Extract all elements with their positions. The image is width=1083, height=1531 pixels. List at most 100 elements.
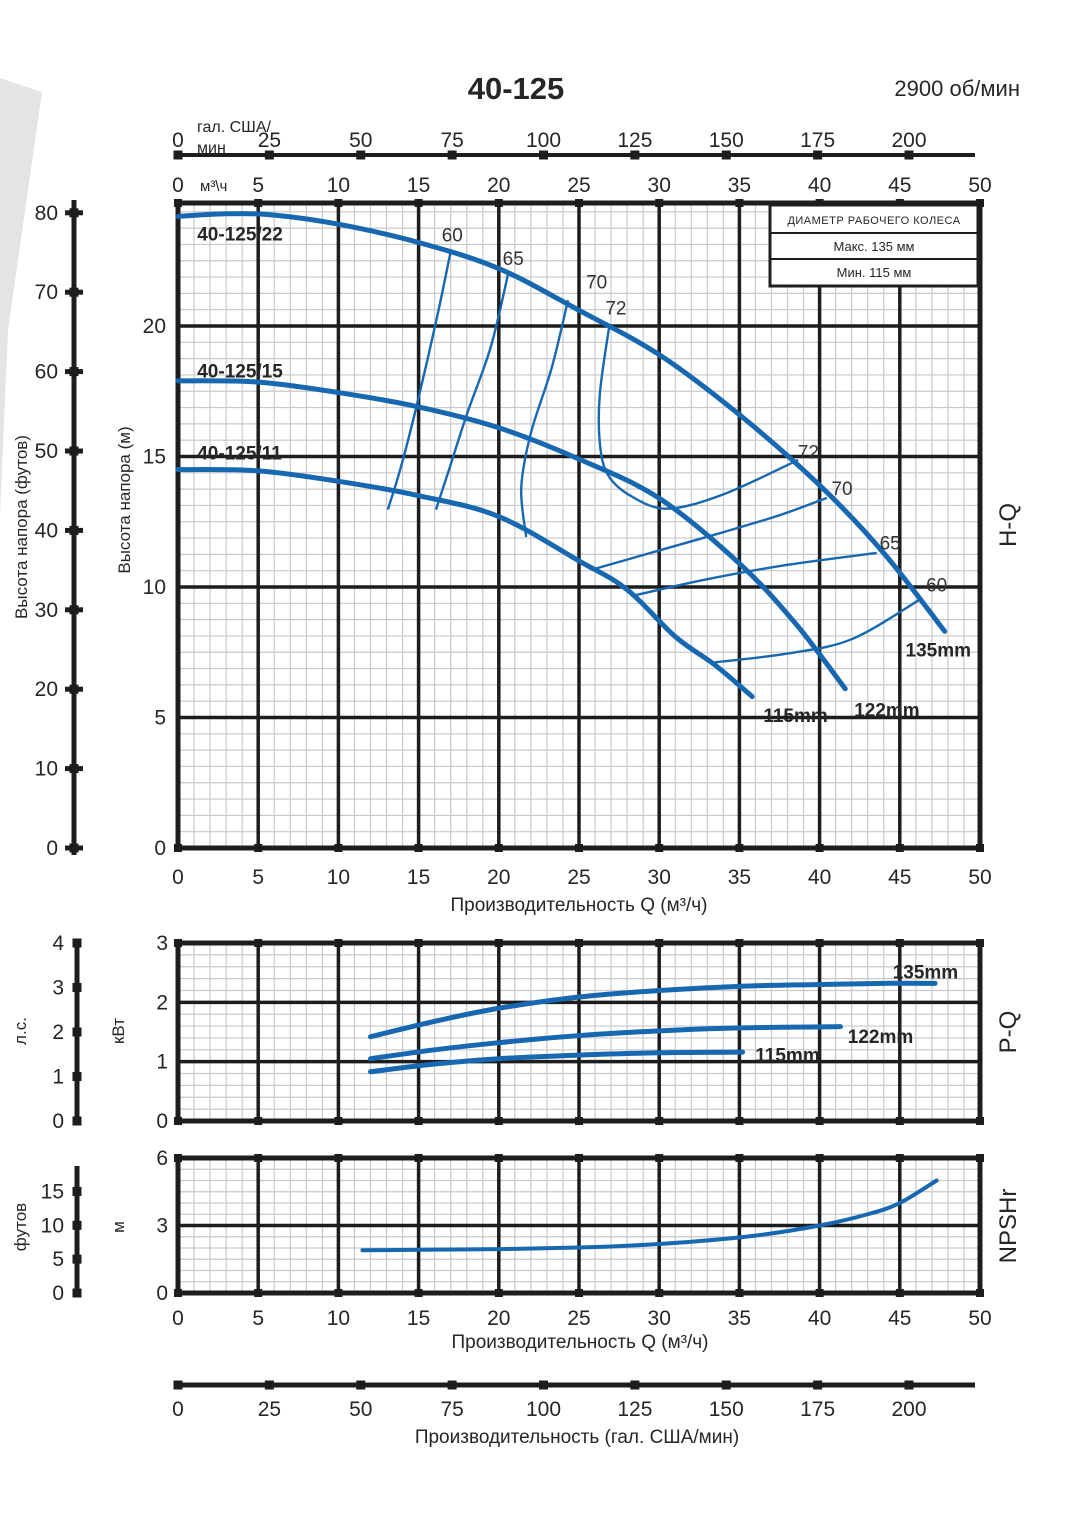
gal-bottom-tick [173,1380,183,1390]
npsh-x-tick-label: 30 [648,1307,671,1330]
impeller-box-title: ДИАМЕТР РАБОЧЕГО КОЛЕСА [787,215,960,227]
pq-hp-tick-label: 2 [52,1021,64,1044]
border-tick [174,1289,182,1297]
hq-m-axis-title: Высота напора (м) [115,426,134,573]
m3h-header-tick-label: 15 [407,174,430,197]
border-tick [575,1154,583,1162]
pq-hp-tick-dot [72,1027,82,1037]
efficiency-label: 70 [831,479,852,500]
m3h-header-tick-label: 35 [728,174,751,197]
gal-top-tick-label: 0 [172,129,184,152]
m3h-header-tick-label: 45 [888,174,911,197]
gal-unit-line1: гал. США/ [197,119,272,136]
border-tick [334,939,343,947]
efficiency-line [386,250,452,510]
hq-feet-tick-dot [69,684,79,694]
border-tick [735,1154,744,1162]
npsh-x-axis-title: Производительность Q (м³/ч) [452,1332,709,1353]
rpm-label: 2900 об/мин [894,76,1020,101]
gal-bottom-tick [721,1380,731,1390]
gal-top-tick [630,150,640,160]
hq-x-tick-label: 10 [327,866,350,889]
hq-feet-tick-dot [69,446,79,456]
gal-top-tick-label: 175 [800,129,835,152]
border-tick [494,1289,503,1297]
m3h-header-tick-label: 10 [327,174,350,197]
gal-top-tick [356,150,366,160]
border-tick [735,1117,744,1125]
m3h-header-tick-label: 25 [567,174,590,197]
border-tick [174,1154,182,1162]
hq-feet-tick-label: 70 [35,281,58,304]
border-tick [254,199,263,207]
gal-top-tick [539,150,548,160]
impeller-diameter-box: ДИАМЕТР РАБОЧЕГО КОЛЕСА Макс. 135 мм Мин… [768,203,980,288]
hq-feet-tick-dot [69,287,79,297]
border-tick [494,844,503,852]
gal-bottom-tick-label: 0 [172,1398,184,1421]
curve-label: 115mm [755,1046,819,1067]
hq-feet-tick-dot [69,525,79,535]
border-tick [575,1289,583,1297]
border-tick [976,1117,984,1125]
efficiency-label: 65 [880,534,901,555]
gal-bottom-tick-label: 100 [526,1398,561,1421]
curve-label: 40-125/22 [197,224,283,245]
pq-side-label: P-Q [995,1011,1022,1054]
border-tick [735,939,744,947]
m3h-header-tick-label: 0 [172,174,184,197]
border-tick [895,939,904,947]
pump-curve [175,378,848,692]
npsh-curve [360,1178,939,1253]
npsh-feet-tick-dot [72,1288,82,1298]
power-curve [367,1049,746,1075]
m3h-header-tick-label: 40 [808,174,831,197]
hq-m-tick-label: 20 [143,315,166,338]
m3h-header-tick-label: 30 [648,174,671,197]
npsh-chart [174,1154,984,1297]
border-tick [494,199,503,207]
curve-label: 135mm [906,641,972,662]
page-title: 40-125 [468,71,565,106]
hq-feet-tick-dot [69,843,79,853]
gal-top-tick-label: 25 [258,129,281,152]
border-tick [414,1117,423,1125]
npsh-feet-tick-label: 10 [41,1214,64,1237]
pq-kw-tick-label: 2 [156,991,168,1014]
gal-bottom-tick [447,1380,457,1390]
efficiency-label: 72 [605,299,626,320]
gal-bottom-tick [630,1380,640,1390]
border-tick [334,1289,343,1297]
border-tick [815,844,824,852]
pq-hp-tick-label: 3 [52,977,64,1000]
border-tick [334,1154,343,1162]
impeller-box-min: Мин. 115 мм [837,265,912,280]
border-tick [895,199,904,207]
pq-kw-axis-title: кВт [109,1018,128,1044]
border-tick [414,1289,423,1297]
border-tick [735,199,744,207]
hq-feet-tick-label: 30 [35,599,58,622]
gal-bottom-tick-label: 125 [617,1398,652,1421]
border-tick [655,844,664,852]
border-tick [575,1117,583,1125]
border-tick [976,199,984,207]
border-tick [655,1154,664,1162]
border-tick [414,939,423,947]
npsh-m-tick-label: 0 [156,1282,168,1305]
border-tick [976,939,984,947]
border-tick [895,1289,904,1297]
border-tick [414,844,423,852]
hq-feet-tick-label: 40 [35,519,58,542]
m3h-unit: м³\ч [200,178,227,195]
curve-label: 122mm [848,1027,914,1048]
hq-x-tick-label: 15 [407,866,430,889]
border-tick [334,844,343,852]
border-tick [414,1154,423,1162]
impeller-box-max: Макс. 135 мм [834,239,915,254]
gal-top-tick [447,150,457,160]
efficiency-line [710,598,921,664]
gal-x-axis-title: Производительность (гал. США/мин) [415,1427,739,1448]
hq-feet-tick-label: 0 [46,837,58,860]
